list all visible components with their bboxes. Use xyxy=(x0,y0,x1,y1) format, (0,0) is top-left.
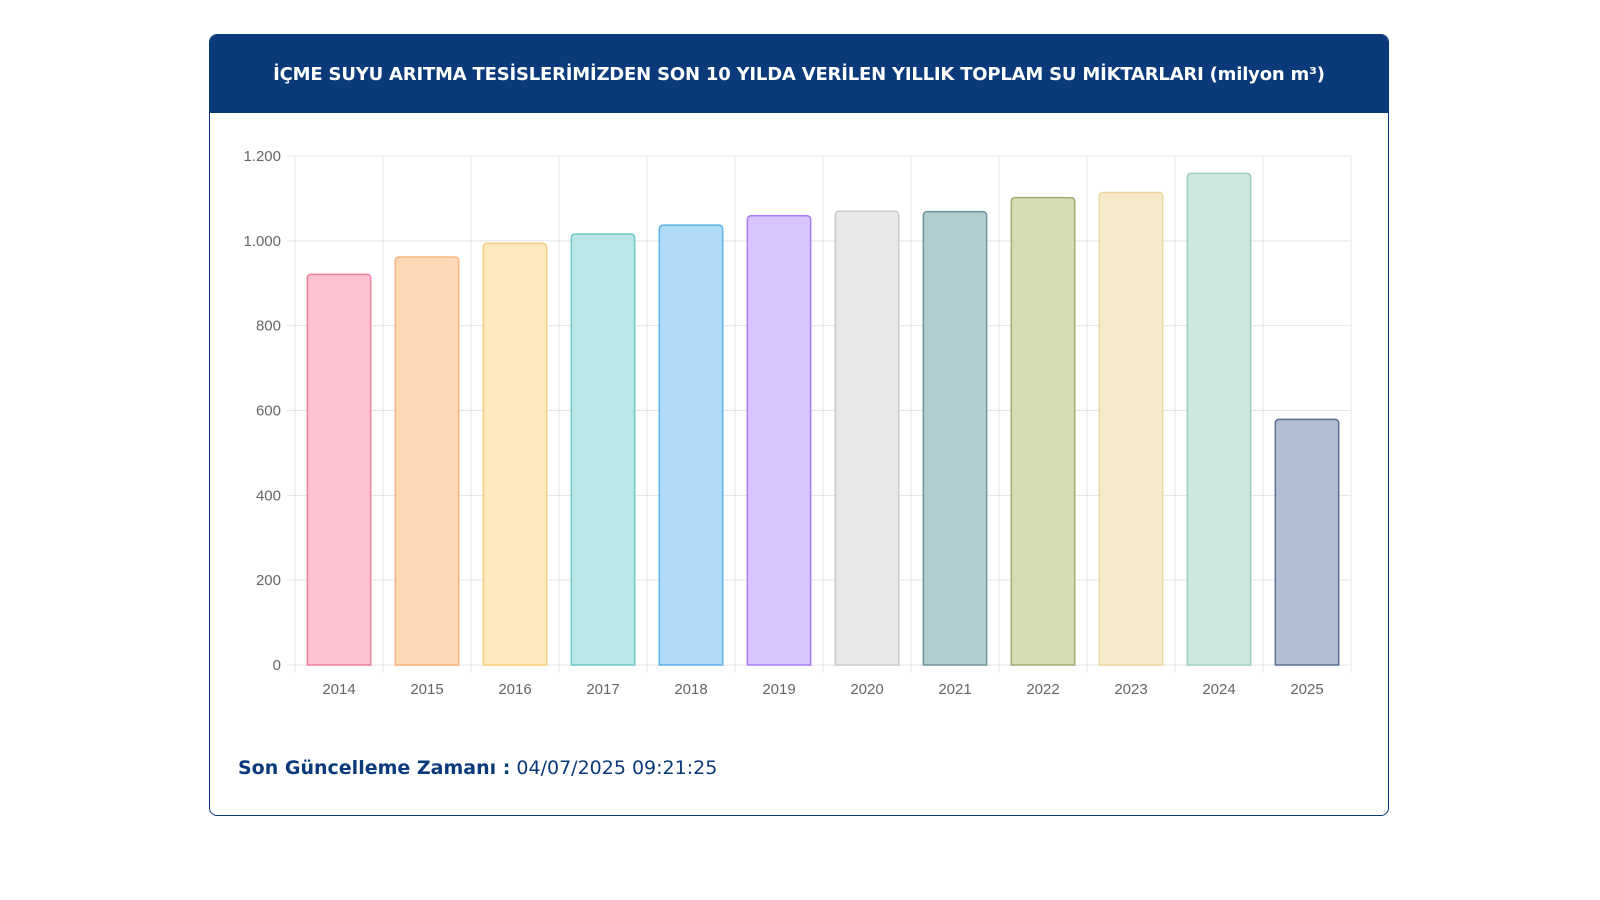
bar-2017[interactable] xyxy=(570,233,636,666)
bar-2015[interactable] xyxy=(394,256,460,666)
x-tick-label: 2015 xyxy=(410,681,443,698)
grid-layer xyxy=(287,155,1352,673)
bar-2024[interactable] xyxy=(1186,172,1252,666)
label-layer: 0 200 400 600 800 1.000 1.200 2014 2015 2016 2017 2… xyxy=(243,148,1323,698)
last-update-label: Son Güncelleme Zamanı : xyxy=(238,757,511,779)
chart-area: 0 200 400 600 800 1.000 1.200 2014 2015 2016 2017 2… xyxy=(210,113,1388,743)
bar-2019[interactable] xyxy=(746,215,812,666)
x-tick-label: 2018 xyxy=(674,681,707,698)
bar-2018[interactable] xyxy=(658,224,724,666)
bar-chart: 0 200 400 600 800 1.000 1.200 2014 2015 2016 2017 2… xyxy=(243,148,1352,698)
bar-2020[interactable] xyxy=(834,210,900,666)
y-tick-label: 800 xyxy=(256,318,281,335)
last-update: Son Güncelleme Zamanı : 04/07/2025 09:21… xyxy=(238,757,717,779)
y-tick-label: 1.000 xyxy=(243,233,281,250)
y-tick-label: 1.200 xyxy=(243,148,281,165)
x-tick-label: 2016 xyxy=(498,681,531,698)
x-tick-label: 2023 xyxy=(1114,681,1147,698)
x-tick-label: 2025 xyxy=(1290,681,1323,698)
bar-2016[interactable] xyxy=(482,242,548,666)
x-tick-label: 2022 xyxy=(1026,681,1059,698)
last-update-value: 04/07/2025 09:21:25 xyxy=(516,757,718,779)
y-tick-label: 0 xyxy=(273,657,281,674)
chart-title: İÇME SUYU ARITMA TESİSLERİMİZDEN SON 10 … xyxy=(210,35,1388,113)
chart-card: İÇME SUYU ARITMA TESİSLERİMİZDEN SON 10 … xyxy=(209,34,1389,816)
x-tick-label: 2024 xyxy=(1202,681,1235,698)
bar-2021[interactable] xyxy=(922,210,988,666)
x-tick-label: 2017 xyxy=(586,681,619,698)
x-tick-label: 2019 xyxy=(762,681,795,698)
y-tick-label: 400 xyxy=(256,487,281,504)
bar-2014[interactable] xyxy=(306,273,372,666)
x-tick-label: 2021 xyxy=(938,681,971,698)
y-tick-label: 600 xyxy=(256,403,281,420)
y-tick-label: 200 xyxy=(256,572,281,589)
bar-2025[interactable] xyxy=(1274,418,1340,666)
x-tick-label: 2020 xyxy=(850,681,883,698)
bar-2022[interactable] xyxy=(1010,196,1076,666)
x-tick-label: 2014 xyxy=(322,681,355,698)
bar-2023[interactable] xyxy=(1098,191,1164,666)
bar-layer xyxy=(306,172,1340,666)
